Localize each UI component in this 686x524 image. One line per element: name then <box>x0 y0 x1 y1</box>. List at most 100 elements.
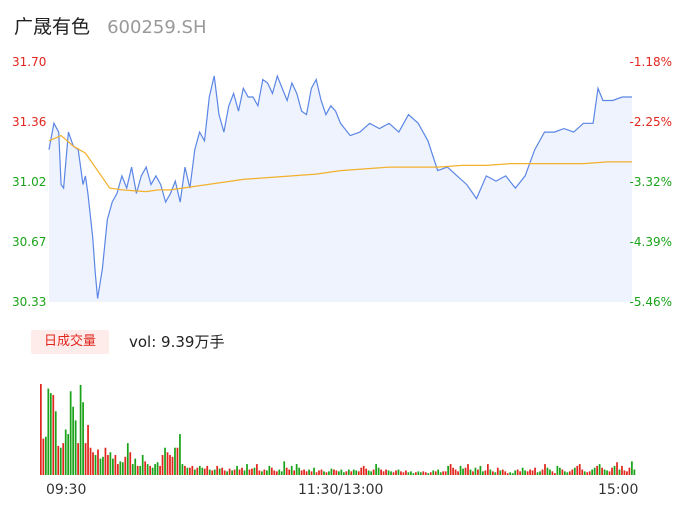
price-line <box>48 74 632 299</box>
volume-bar <box>270 467 273 475</box>
volume-bar <box>166 452 169 475</box>
volume-bar <box>342 472 345 475</box>
volume-bar <box>519 471 522 475</box>
volume-bar <box>534 467 536 475</box>
volume-bar <box>613 465 616 475</box>
volume-bar <box>72 406 75 475</box>
volume-bar <box>539 471 541 475</box>
volume-bar <box>459 465 462 475</box>
volume-bar <box>121 462 124 475</box>
volume-bar <box>280 471 283 475</box>
volume-bar <box>44 436 47 475</box>
volume-bar <box>313 467 315 475</box>
volume-bar <box>333 469 335 475</box>
volume-bar <box>231 470 233 475</box>
volume-bar <box>268 465 271 475</box>
volume-bar <box>146 464 149 475</box>
volume-bar <box>295 464 298 475</box>
volume-bar <box>367 470 370 475</box>
volume-bar <box>149 465 152 475</box>
time-tick-label: 15:00 <box>598 482 639 498</box>
volume-bar <box>390 471 392 475</box>
volume-bar <box>469 469 472 475</box>
volume-bar <box>496 467 499 475</box>
pct-tick-label: -2.25% <box>629 115 672 129</box>
volume-bar <box>596 465 599 475</box>
price-area-fill <box>49 76 632 302</box>
volume-bar <box>40 384 42 475</box>
volume-tab[interactable]: 日成交量 <box>31 330 109 354</box>
volume-bar <box>258 470 261 475</box>
volume-bar <box>191 465 194 475</box>
volume-bar <box>628 467 631 475</box>
volume-bar <box>360 467 363 475</box>
volume-bar <box>442 471 445 475</box>
stock-header: 广晟有色 600259.SH <box>14 12 207 40</box>
volume-bar <box>203 468 206 475</box>
volume-bar <box>385 469 387 475</box>
volume-bar <box>151 467 154 475</box>
volume-bar <box>556 465 559 475</box>
volume-bar <box>482 471 484 475</box>
volume-bar <box>544 464 546 475</box>
volume-bar <box>370 471 373 475</box>
volume-bar <box>355 470 358 475</box>
volume-bar <box>467 464 469 475</box>
average-price-line <box>48 134 632 193</box>
volume-bar <box>541 469 544 475</box>
volume-bar <box>506 473 509 475</box>
volume-bar <box>407 472 410 475</box>
volume-bar <box>573 467 576 475</box>
volume-bar <box>241 467 243 475</box>
volume-bar <box>308 469 310 475</box>
volume-bar <box>427 473 430 475</box>
volume-bar <box>405 470 407 475</box>
volume-bar <box>323 471 325 475</box>
volume-bar <box>561 469 564 475</box>
price-tick-label: 30.67 <box>12 235 47 249</box>
volume-bar <box>278 469 281 475</box>
volume-bar <box>97 449 99 475</box>
volume-bar <box>315 472 318 475</box>
volume-bar <box>328 471 330 475</box>
volume-bar <box>380 469 382 475</box>
volume-bar <box>618 469 621 475</box>
volume-bar <box>109 452 112 475</box>
volume-bar <box>218 468 221 475</box>
volume-bar <box>419 472 422 475</box>
volume-bar <box>494 472 497 475</box>
volume-bar <box>400 471 402 475</box>
volume-bar <box>338 471 340 475</box>
volume-bar <box>181 464 184 475</box>
volume-bar <box>566 472 569 475</box>
volume-bar <box>449 464 452 475</box>
volume-bar <box>362 465 365 475</box>
volume-bar <box>434 471 437 475</box>
volume-bar <box>246 464 248 475</box>
volume-bar <box>414 472 417 475</box>
volume-bar <box>429 472 432 475</box>
volume-bar <box>437 469 440 475</box>
volume-bar <box>536 472 539 475</box>
volume-bar <box>439 472 442 475</box>
volume-bar <box>350 471 353 475</box>
volume-bar <box>410 471 412 475</box>
volume-bar <box>424 472 427 475</box>
stock-code: 600259.SH <box>107 17 207 38</box>
volume-bar <box>253 467 256 475</box>
volume-bar <box>84 443 87 475</box>
volume-bar <box>340 469 343 475</box>
volume-bar <box>576 465 579 475</box>
volume-bar <box>176 447 179 475</box>
volume-bar <box>141 454 144 475</box>
volume-bar <box>94 454 97 475</box>
volume-bar <box>330 468 333 475</box>
volume-bar <box>529 469 531 475</box>
volume-bar <box>285 467 288 475</box>
volume-bar <box>129 452 132 475</box>
volume-bar <box>112 458 114 475</box>
volume-bar <box>273 470 276 475</box>
volume-bar <box>392 472 395 475</box>
price-tick-label: 31.02 <box>12 175 47 189</box>
